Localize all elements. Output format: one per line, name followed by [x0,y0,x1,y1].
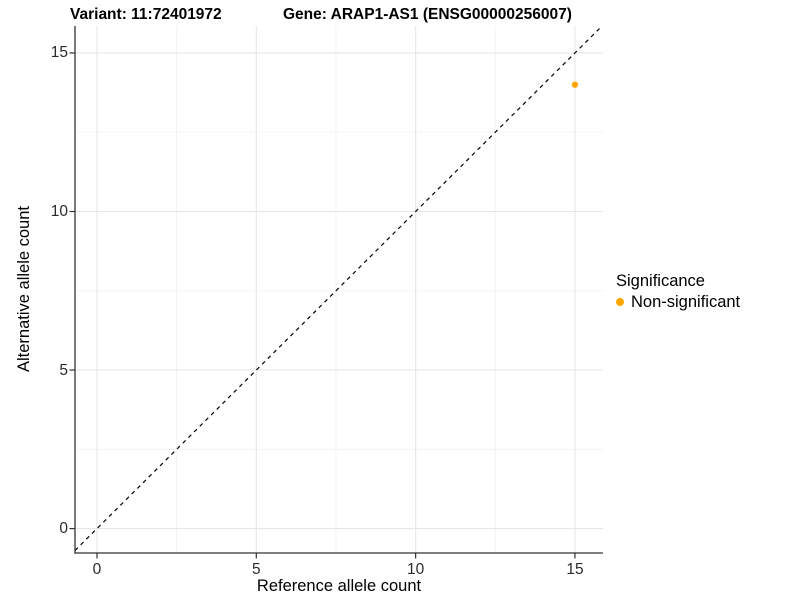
y-axis-title: Alternative allele count [15,206,33,373]
legend-item-label: Non-significant [631,293,741,311]
identity-reference-line [74,25,603,551]
legend-point-icon [616,298,624,306]
y-tick-label: 5 [59,361,68,379]
legend: Significance Non-significant [616,271,740,312]
x-axis-title: Reference allele count [256,577,422,595]
data-point [571,81,579,88]
x-tick-label: 15 [566,561,584,578]
plot-title-variant: Variant: 11:72401972 [70,6,222,23]
y-tick-label: 0 [59,520,68,538]
x-tick-label: 10 [407,561,425,578]
legend-item: Non-significant [616,292,740,312]
legend-items: Non-significant [616,292,740,312]
legend-title: Significance [616,272,705,290]
x-tick-label: 0 [92,561,102,578]
y-tick-label: 15 [50,44,68,62]
plot-title-gene: Gene: ARAP1-AS1 (ENSG00000256007) [283,6,572,23]
y-tick-label: 10 [50,202,68,220]
x-tick-label: 5 [251,561,261,578]
